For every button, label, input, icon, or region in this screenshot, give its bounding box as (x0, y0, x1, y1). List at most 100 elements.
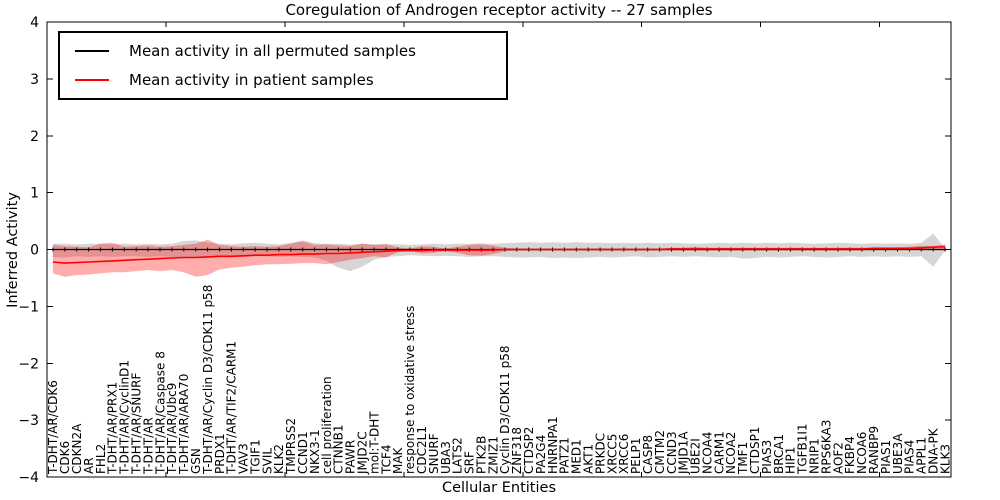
entity-label: T-DHT/AR/Ubc9 (165, 383, 179, 475)
entity-label: ZNF318 (510, 427, 524, 474)
y-tick-label: −3 (18, 413, 39, 429)
entity-label: SVIL (260, 448, 274, 474)
y-tick-label: −1 (18, 299, 39, 315)
entity-label: CMTM2 (653, 430, 667, 474)
entity-label: SNURF (427, 433, 441, 474)
entity-label: NCOA6 (855, 432, 869, 474)
entity-label: HIP1 (784, 447, 798, 474)
entity-label: T-DHT/AR/CyclinD1 (118, 360, 132, 475)
entity-label: FKBP4 (843, 436, 857, 474)
x-ticks (165, 22, 881, 477)
x-tick-labels: T-DHT/AR/CDK6CDK6CDKN2AARFHL2T-DHT/AR/PR… (46, 285, 952, 475)
entity-label: cell proliferation (320, 376, 334, 474)
entity-label: T-DHT/AR/TIF2/CARM1 (225, 341, 239, 475)
entity-label: Cyclin D3/CDK11 p58 (498, 345, 512, 474)
entity-label: PIAS4 (903, 440, 917, 474)
entity-label: BRCA1 (772, 434, 786, 474)
entity-label: PIAS1 (879, 440, 893, 474)
entity-label: UBE3A (891, 433, 905, 474)
entity-label: VAV3 (237, 443, 251, 474)
x-axis-label: Cellular Entities (441, 480, 557, 496)
entity-label: KLK2 (272, 444, 286, 474)
entity-label: RANBP9 (867, 426, 881, 474)
legend-line-red (75, 78, 109, 81)
entity-label: NKX3-1 (308, 429, 322, 474)
entity-label: CCND3 (665, 431, 679, 474)
entity-label: T-DHT/AR/ARA70 (177, 374, 191, 475)
entity-label: MED1 (570, 439, 584, 474)
entity-label: CTDSP2 (522, 427, 536, 474)
entity-label: JMJD1A (677, 431, 691, 475)
entity-label: CDKN2A (70, 423, 84, 474)
entity-label: PIAS3 (760, 440, 774, 474)
entity-label: PA2G4 (534, 435, 548, 474)
entity-label: T-DHT/AR/Caspase 8 (153, 351, 167, 475)
entity-label: CDC2L1 (415, 426, 429, 474)
entity-label: MAK (391, 446, 405, 474)
entity-label: NRIP1 (808, 438, 822, 474)
entity-label: PTK2B (475, 436, 489, 474)
entity-label: GSN (189, 448, 203, 474)
entity-label: CARM1 (712, 431, 726, 474)
entity-label: UBA3 (439, 441, 453, 474)
entity-label: T-DHT/AR/PRX1 (106, 382, 120, 475)
entity-label: SRF (463, 451, 477, 474)
entity-label: TGFB1I1 (796, 423, 810, 475)
entity-label: RPS6KA3 (819, 420, 833, 474)
entity-label: JMJD2C (356, 431, 370, 475)
entity-label: T-DHT/AR/SNURF (130, 373, 144, 476)
y-tick-label: 1 (30, 186, 39, 202)
entity-label: UBE2I (689, 438, 703, 474)
entity-label: CASP8 (641, 435, 655, 474)
legend-line-black (75, 49, 109, 52)
permuted-band (52, 233, 946, 272)
entity-label: APPL1 (915, 437, 929, 474)
entity-label: CTDSP1 (748, 427, 762, 474)
y-tick-label: 2 (30, 129, 39, 145)
entity-label: TGIF1 (249, 439, 263, 475)
entity-label: XRCC5 (605, 434, 619, 474)
y-tick-label: −4 (18, 470, 39, 486)
entity-label: NCOA4 (701, 432, 715, 474)
entity-label: PAWR (344, 440, 358, 474)
y-ticks: −4 −3 −2 −1 0 1 2 3 4 (18, 15, 951, 486)
entity-label: TMPRSS2 (284, 418, 298, 475)
entity-label: XRCC6 (617, 434, 631, 474)
y-tick-label: 4 (30, 15, 39, 31)
y-axis-label: Inferred Activity (5, 192, 21, 308)
entity-label: PATZ1 (558, 437, 572, 474)
legend-entry-patient: Mean activity in patient samples (60, 65, 506, 94)
patient-mean-line (52, 245, 946, 264)
entity-label: response to oxidative stress (403, 306, 417, 474)
entity-label: CDK6 (58, 441, 72, 474)
entity-label: AKT1 (582, 444, 596, 474)
entity-label: T-DHT/AR (141, 417, 155, 475)
y-tick-label: 3 (30, 72, 39, 88)
entity-label: KLK3 (938, 444, 952, 474)
legend-label-permuted: Mean activity in all permuted samples (129, 41, 416, 60)
entity-label: PELP1 (629, 438, 643, 474)
entity-label: PRDX1 (213, 433, 227, 474)
entity-label: TCF4 (379, 444, 393, 475)
entity-label: DNA-PK (927, 427, 941, 474)
legend-label-patient: Mean activity in patient samples (129, 70, 374, 89)
entity-label: PRKDC (593, 433, 607, 474)
legend: Mean activity in all permuted samples Me… (58, 31, 508, 100)
chart-title: Coregulation of Androgen receptor activi… (285, 1, 713, 19)
entity-label: HNRNPA1 (546, 416, 560, 474)
entity-label: ZMIZ1 (486, 436, 500, 474)
entity-label: NCOA2 (724, 432, 738, 474)
entity-label: T-DHT/AR/CDK6 (46, 380, 60, 475)
y-tick-label: −2 (18, 356, 39, 372)
entity-label: AOF2 (831, 442, 845, 474)
entity-label: FHL2 (94, 444, 108, 474)
entity-label: AR (82, 457, 96, 474)
entity-label: CCND1 (296, 431, 310, 474)
entity-label: T-DHT/AR/Cyclin D3/CDK11 p58 (201, 285, 215, 475)
entity-label: TMF1 (736, 442, 750, 475)
entity-label: mol:T-DHT (367, 411, 381, 474)
entity-label: LATS2 (451, 437, 465, 474)
legend-entry-permuted: Mean activity in all permuted samples (60, 36, 506, 65)
